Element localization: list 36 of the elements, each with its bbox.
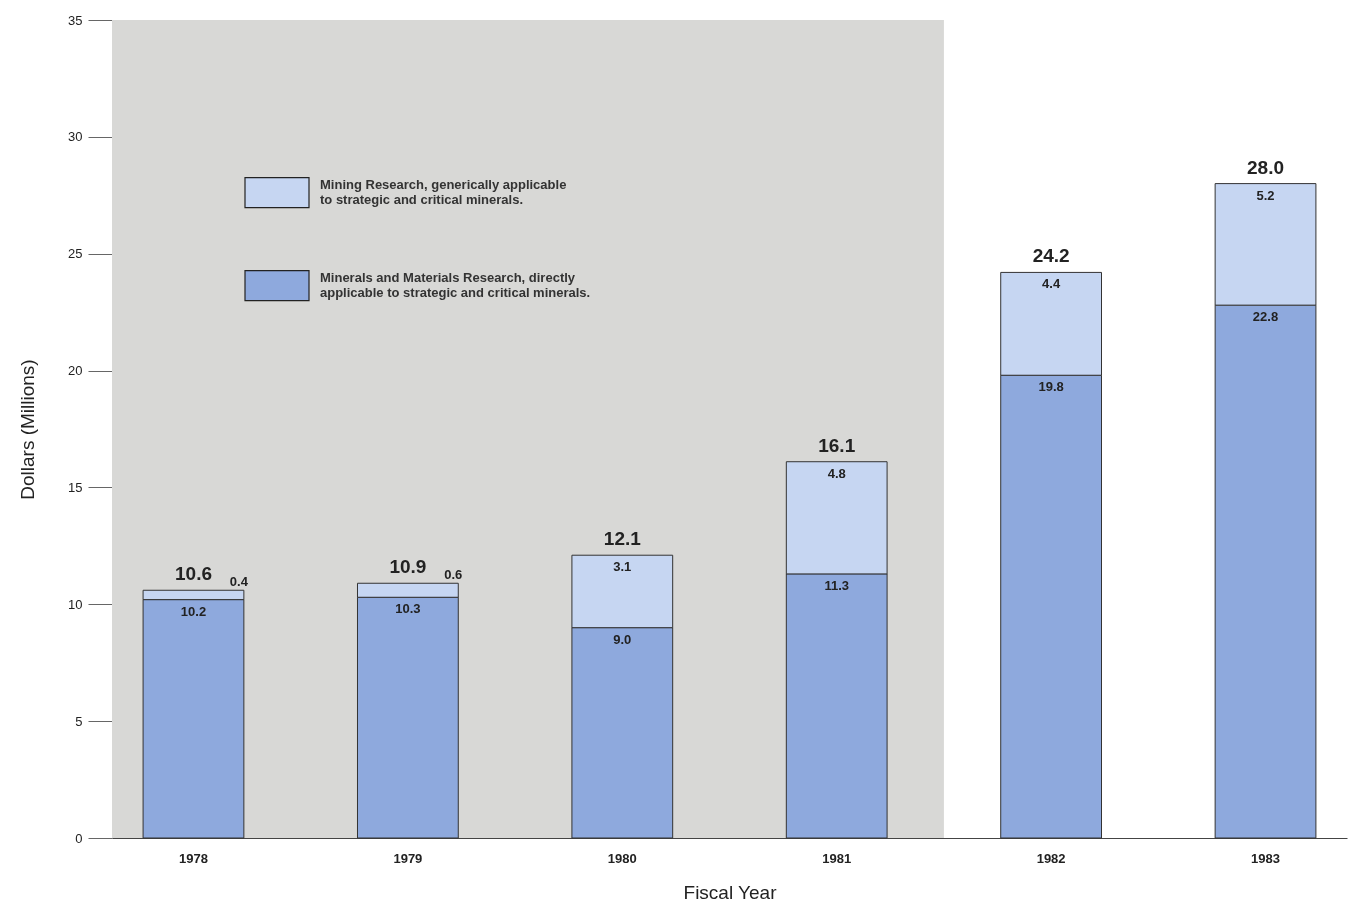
y-axis-title: Dollars (Millions) (17, 359, 39, 500)
data-label: 0.4 (229, 574, 249, 590)
data-label: 10.2 (180, 603, 207, 619)
total-label: 28.0 (1247, 156, 1285, 178)
data-label: 4.8 (827, 465, 846, 481)
total-label: 12.1 (603, 528, 642, 550)
y-tick-label: 15 (68, 479, 83, 495)
data-label: 11.3 (824, 577, 849, 593)
data-label: 4.4 (1042, 276, 1061, 292)
total-label: 10.9 (389, 556, 427, 578)
legend-label: Minerals and Materials Research, directly applicable to strategic and critical minerals. (320, 270, 591, 300)
y-tick-label: 5 (75, 713, 83, 729)
x-tick-label: 1981 (822, 850, 852, 866)
y-tick-label: 25 (68, 246, 83, 262)
x-tick-label: 1983 (1251, 850, 1280, 866)
x-tick-label: 1980 (607, 850, 637, 866)
y-tick-label: 10 (68, 596, 83, 612)
data-label: 3.1 (613, 559, 632, 575)
data-label: 22.8 (1252, 309, 1279, 325)
y-tick-label: 35 (68, 12, 83, 28)
y-tick-label: 0 (75, 830, 83, 846)
legend-label: Mining Research, generically applicable to strategic and critical minerals. (320, 177, 567, 207)
x-tick-label: 1979 (393, 850, 423, 866)
y-tick-label: 30 (68, 129, 83, 145)
data-label: 10.3 (395, 601, 421, 617)
x-tick-label: 1978 (179, 850, 208, 866)
total-label: 24.2 (1032, 245, 1070, 267)
x-tick-label: 1982 (1036, 850, 1066, 866)
total-label: 16.1 (818, 434, 856, 456)
data-label: 0.6 (444, 567, 463, 583)
x-axis-title: Fiscal Year (683, 881, 778, 903)
data-label: 5.2 (1256, 187, 1275, 203)
y-tick-label: 20 (68, 363, 83, 379)
data-label: 9.0 (613, 631, 632, 647)
data-label: 19.8 (1038, 379, 1064, 395)
total-label: 10.6 (174, 563, 212, 585)
